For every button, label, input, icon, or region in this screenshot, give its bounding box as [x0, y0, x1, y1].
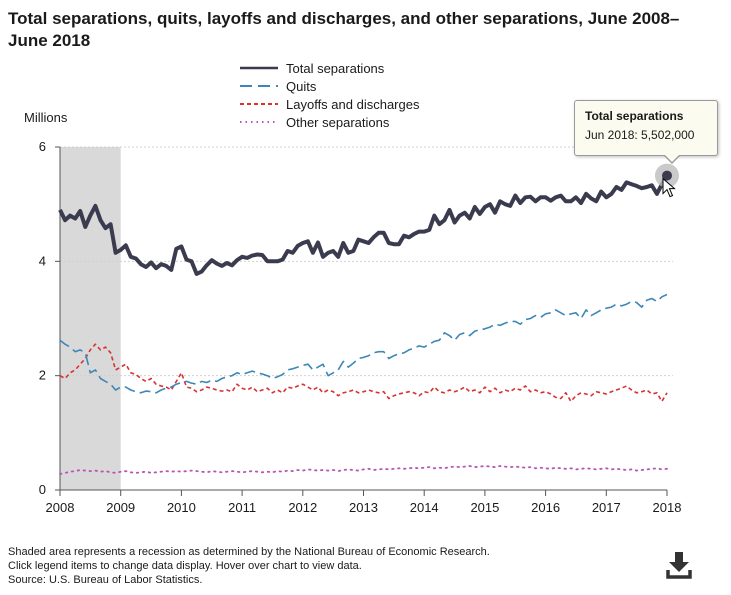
x-tick-label: 2017 — [592, 500, 621, 515]
legend: Total separations Quits Layoffs and disc… — [240, 59, 419, 131]
legend-label-layoffs: Layoffs and discharges — [286, 96, 420, 112]
x-tick-label: 2013 — [349, 500, 378, 515]
tooltip-arrow-inner — [664, 154, 680, 162]
legend-item-total-separations[interactable]: Total separations — [240, 59, 419, 77]
y-axis-label: Millions — [24, 110, 68, 125]
legend-swatch-total — [240, 66, 278, 70]
x-tick-label: 2012 — [288, 500, 317, 515]
legend-label-total: Total separations — [286, 60, 385, 76]
series-line-total-separations — [58, 174, 669, 276]
download-icon[interactable] — [664, 550, 694, 580]
y-tick-label: 2 — [39, 368, 46, 383]
x-tick-label: 2016 — [531, 500, 560, 515]
y-tick-label: 4 — [39, 253, 46, 268]
chart-title: Total separations, quits, layoffs and di… — [8, 9, 680, 50]
footnotes: Shaded area represents a recession as de… — [8, 545, 490, 587]
legend-item-layoffs[interactable]: Layoffs and discharges — [240, 95, 419, 113]
x-tick-label: 2018 — [653, 500, 682, 515]
x-tick-label: 2015 — [470, 500, 499, 515]
download-icon-graphic — [666, 552, 692, 579]
footnote-recession: Shaded area represents a recession as de… — [8, 546, 490, 558]
legend-swatch-layoffs — [240, 103, 278, 105]
footnote-instructions: Click legend items to change data displa… — [8, 560, 362, 572]
hover-point — [662, 170, 672, 181]
legend-swatch-quits — [240, 85, 278, 87]
recession-band — [60, 147, 121, 490]
x-tick-label: 2011 — [228, 500, 256, 515]
legend-label-other: Other separations — [286, 114, 390, 130]
x-tick-label: 2014 — [410, 500, 439, 515]
footnote-source: Source: U.S. Bureau of Labor Statistics. — [8, 574, 203, 586]
series-line-quits — [59, 293, 668, 394]
legend-swatch-other — [240, 121, 278, 123]
series-line-other-separations — [59, 465, 668, 475]
series-line-layoffs-and-discharges — [59, 343, 668, 403]
mouse-cursor-icon — [662, 177, 676, 198]
legend-item-quits[interactable]: Quits — [240, 77, 419, 95]
legend-item-other[interactable]: Other separations — [240, 113, 419, 131]
x-tick-label: 2009 — [106, 500, 135, 515]
tooltip: Total separations Jun 2018: 5,502,000 — [574, 100, 718, 164]
tooltip-title: Total separations — [585, 109, 684, 123]
x-tick-label: 2010 — [167, 500, 196, 515]
y-tick-label: 6 — [39, 139, 46, 154]
legend-label-quits: Quits — [286, 78, 317, 94]
tooltip-value: Jun 2018: 5,502,000 — [585, 128, 695, 142]
x-tick-label: 2008 — [46, 500, 75, 515]
y-tick-label: 0 — [39, 482, 46, 497]
